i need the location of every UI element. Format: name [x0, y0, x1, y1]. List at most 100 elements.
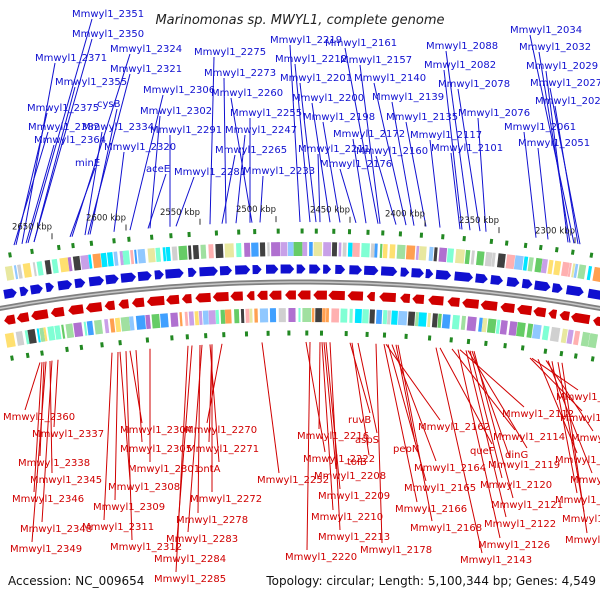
- forward-feature-block: [428, 246, 434, 262]
- forward-feature-block: [155, 247, 162, 262]
- reverse-feature-block: [278, 308, 286, 323]
- reverse-gene-label: Mmwyl1_2271: [187, 444, 259, 455]
- reverse-gene-label: Mmwyl1_2162: [418, 422, 490, 433]
- forward-feature-block: [171, 246, 178, 261]
- forward-feature-block: [374, 243, 378, 258]
- forward-gene-arrow: [425, 269, 434, 279]
- forward-gene-label: Mmwyl1_2027: [530, 78, 600, 89]
- forward-connector: [457, 88, 481, 232]
- forward-gene-label: Mmwyl1_2273: [204, 68, 276, 79]
- reverse-feature-block: [39, 327, 46, 343]
- forward-connector: [545, 70, 569, 243]
- reverse-connector: [537, 358, 578, 454]
- forward-gene-label: Mmwyl1_2135: [386, 112, 458, 123]
- reverse-gene-labels: Mmwyl1_2360 Mmwyl1_2337 Mmwyl1_2338 Mmwyl1_…: [3, 392, 600, 585]
- reverse-feature-block: [36, 328, 41, 343]
- reverse-feature-block: [508, 321, 518, 336]
- forward-connector: [13, 131, 49, 246]
- forward-marker: [89, 240, 94, 246]
- genome-backbone: [0, 279, 600, 311]
- forward-feature-block: [22, 262, 32, 278]
- forward-feature-block: [130, 249, 135, 265]
- forward-gene-label: Mmwyl1_2198: [303, 112, 375, 123]
- reverse-feature-block: [109, 318, 116, 333]
- reverse-gene-label: Mmwyl1_2305: [120, 444, 192, 455]
- reverse-feature-block: [315, 308, 323, 323]
- forward-feature-block: [505, 254, 516, 270]
- reverse-feature-block: [302, 307, 312, 323]
- reverse-feature-block: [460, 315, 467, 331]
- forward-gene-arrow: [88, 276, 104, 287]
- forward-feature-block: [224, 243, 235, 258]
- forward-marker: [570, 249, 575, 255]
- forward-connector: [221, 154, 236, 224]
- reverse-gene-label: aspS: [355, 435, 379, 446]
- forward-marker: [489, 238, 494, 245]
- forward-gene-label: Mmwyl1_2160: [356, 146, 428, 157]
- reverse-gene-label: Mmwyl1_2278: [176, 515, 248, 526]
- forward-feature-block: [338, 242, 342, 257]
- forward-marker: [523, 242, 528, 249]
- reverse-gene-label: Mmwyl1_2222: [303, 454, 375, 465]
- reverse-feature-block: [224, 309, 232, 324]
- forward-feature-block: [361, 243, 370, 258]
- forward-feature-block: [592, 266, 600, 283]
- forward-connector: [375, 155, 397, 225]
- reverse-feature-block: [104, 318, 110, 334]
- forward-feature-block: [455, 248, 465, 264]
- forward-feature-block: [287, 241, 294, 257]
- reverse-connector: [465, 350, 507, 518]
- reverse-feature-block: [259, 308, 269, 323]
- forward-gene-arrow: [296, 264, 306, 274]
- forward-feature-block: [577, 264, 587, 280]
- forward-connector: [339, 168, 357, 224]
- reverse-feature-block: [382, 310, 388, 325]
- forward-feature-block: [32, 262, 37, 277]
- forward-marker: [56, 244, 61, 251]
- reverse-feature-block: [202, 310, 209, 325]
- forward-marker: [237, 229, 241, 235]
- forward-feature-block: [418, 246, 427, 261]
- forward-connector: [209, 56, 215, 225]
- reverse-gene-arrow: [257, 290, 268, 300]
- forward-feature-block: [162, 247, 167, 262]
- forward-feature-block: [433, 247, 438, 262]
- reverse-gene-label: Mmwyl1_2089: [565, 535, 600, 546]
- forward-gene-label: Mmwyl1_2101: [431, 143, 503, 154]
- reverse-feature-block: [61, 324, 66, 339]
- forward-feature-block: [415, 245, 420, 260]
- reverse-feature-block: [73, 322, 84, 338]
- reverse-gene-arrow: [347, 291, 364, 301]
- reverse-gene-label: Mmwyl1_2168: [410, 523, 482, 534]
- reverse-feature-block: [120, 316, 131, 332]
- reverse-connector: [375, 343, 383, 544]
- reverse-feature-block: [437, 313, 442, 328]
- forward-connector: [294, 63, 311, 223]
- forward-feature-block: [67, 257, 73, 272]
- forward-gene-arrow: [551, 283, 563, 293]
- forward-marker: [149, 234, 154, 240]
- forward-gene-label: Mmwyl1_2371: [35, 53, 107, 64]
- reverse-gene-label: dinG: [505, 450, 528, 461]
- forward-gene-arrow: [280, 264, 295, 274]
- reverse-gene-arrow: [593, 316, 600, 327]
- reverse-feature-block: [135, 315, 146, 330]
- forward-feature-block: [17, 264, 23, 279]
- reverse-gene-arrow: [118, 299, 129, 309]
- forward-feature-block: [323, 242, 332, 257]
- reverse-gene-arrow: [268, 290, 282, 300]
- reverse-connector: [357, 342, 378, 434]
- reverse-feature-block: [451, 314, 460, 330]
- reverse-gene-arrow: [68, 304, 84, 315]
- reverse-connector: [473, 351, 514, 499]
- reverse-gene-label: Mmwyl1_2086: [562, 514, 600, 525]
- reverse-connector: [119, 351, 131, 481]
- forward-gene-arrow: [349, 265, 363, 275]
- reverse-gene-label: Mmwyl1_2178: [360, 545, 432, 556]
- reverse-connector: [395, 344, 416, 443]
- forward-feature-block: [382, 244, 388, 259]
- reverse-gene-label: Mmwyl1_2164: [414, 463, 486, 474]
- reverse-gene-label: Mmwyl1_2122: [484, 519, 556, 530]
- reverse-feature-block: [414, 312, 419, 327]
